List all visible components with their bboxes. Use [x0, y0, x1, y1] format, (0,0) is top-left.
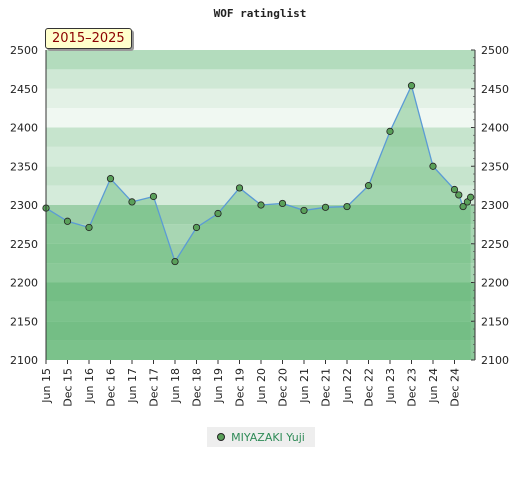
data-point	[235, 184, 244, 192]
data-point	[300, 206, 308, 215]
chart-title: WOF ratinglist	[214, 7, 307, 20]
y-tick-label-left: 2300	[10, 199, 38, 212]
data-point	[106, 175, 115, 183]
data-point	[214, 209, 222, 218]
data-point	[171, 257, 179, 266]
data-point	[364, 182, 373, 190]
x-tick-label: Dec 23	[406, 368, 419, 407]
background-bands	[46, 50, 475, 360]
data-point	[257, 201, 265, 209]
data-point	[63, 217, 72, 225]
y-tick-label-left: 2400	[10, 122, 38, 135]
y-tick-label-right: 2100	[481, 354, 509, 367]
y-tick-label-left: 2200	[10, 277, 38, 290]
band	[46, 340, 475, 360]
y-tick-label-right: 2200	[481, 277, 509, 290]
band	[46, 282, 475, 302]
data-point	[459, 202, 467, 211]
data-point	[455, 191, 463, 199]
x-tick-label: Jun 17	[126, 368, 139, 404]
band	[46, 166, 475, 186]
band	[46, 321, 475, 341]
x-tick-label: Dec 21	[320, 368, 333, 407]
x-tick-label: Jun 16	[83, 368, 96, 404]
marker-layer	[42, 82, 475, 266]
data-point	[386, 127, 394, 135]
x-tick-label: Jun 19	[212, 368, 225, 404]
y-tick-label-left: 2500	[10, 44, 38, 57]
y-tick-label-left: 2150	[10, 315, 38, 328]
data-point	[192, 223, 201, 232]
data-point	[429, 162, 437, 170]
series-area	[46, 85, 471, 361]
data-point	[85, 223, 93, 232]
x-tick-label: Dec 22	[363, 368, 376, 407]
x-tick-label: Jun 15	[40, 368, 53, 404]
period-label: 2015–2025	[45, 28, 132, 49]
band	[46, 205, 475, 225]
x-tick-label: Dec 17	[148, 368, 161, 407]
x-tick-label: Jun 20	[255, 368, 268, 404]
y-tick-label-left: 2250	[10, 238, 38, 251]
data-point	[149, 192, 158, 201]
band	[46, 243, 475, 264]
x-axis: Jun 15 Dec 15 Jun 16 Dec 16 Jun 17 Dec 17 Jun …	[40, 360, 462, 407]
x-tick-label: Dec 19	[234, 368, 247, 407]
band	[46, 108, 475, 128]
band	[46, 185, 475, 205]
band	[46, 263, 475, 283]
y-tick-label-right: 2450	[481, 83, 509, 96]
area-layer	[46, 85, 471, 361]
legend-marker	[217, 433, 226, 441]
y-tick-label-right: 2300	[481, 199, 509, 212]
y-axis-right: 2100 2150 2200 2250 2300 2350 2400 2450 2500	[471, 44, 509, 367]
data-point	[128, 198, 136, 206]
x-tick-label: Dec 15	[62, 368, 75, 407]
legend-series-name: MIYAZAKI Yuji	[231, 430, 305, 444]
band	[46, 224, 475, 244]
data-point	[407, 82, 416, 90]
data-point	[467, 193, 475, 201]
x-tick-label: Dec 16	[105, 368, 118, 407]
y-tick-label-right: 2250	[481, 238, 509, 251]
x-tick-label: Jun 21	[298, 368, 311, 404]
data-point	[278, 199, 287, 208]
x-tick-label: Dec 20	[277, 368, 290, 407]
band	[46, 50, 475, 70]
y-axis-left: 2100 2150 2200 2250 2300 2350 2400 2450 2500	[10, 44, 47, 367]
data-point	[343, 202, 351, 211]
band	[46, 146, 475, 167]
x-tick-label: Jun 23	[384, 368, 397, 404]
x-tick-label: Jun 22	[341, 368, 354, 404]
y-tick-label-right: 2500	[481, 44, 509, 57]
x-tick-label: Dec 18	[191, 368, 204, 407]
y-tick-label-left: 2450	[10, 83, 38, 96]
band	[46, 88, 475, 109]
y-tick-label-left: 2100	[10, 354, 38, 367]
band	[46, 301, 475, 322]
y-tick-label-right: 2350	[481, 160, 509, 173]
x-tick-label: Jun 24	[427, 368, 440, 404]
legend: MIYAZAKI Yuji	[207, 427, 315, 447]
x-tick-label: Jun 18	[169, 368, 182, 404]
y-tick-label-right: 2150	[481, 315, 509, 328]
y-tick-label-right: 2400	[481, 122, 509, 135]
y-tick-label-left: 2350	[10, 160, 38, 173]
data-point	[321, 203, 330, 211]
data-point	[450, 185, 459, 194]
band	[46, 69, 475, 89]
band	[46, 127, 475, 147]
x-tick-label: Dec 24	[449, 368, 462, 407]
